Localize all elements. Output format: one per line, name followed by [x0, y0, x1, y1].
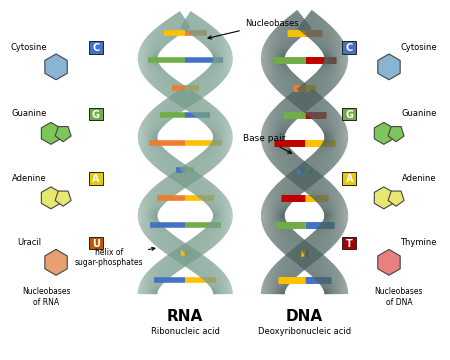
Text: helix of
sugar-phosphates: helix of sugar-phosphates — [74, 247, 155, 267]
Polygon shape — [55, 127, 71, 142]
Text: A: A — [346, 174, 353, 184]
Text: G: G — [345, 109, 353, 120]
Polygon shape — [41, 122, 60, 144]
Text: Cytosine: Cytosine — [11, 42, 48, 51]
Polygon shape — [55, 191, 71, 206]
Polygon shape — [388, 191, 404, 206]
Text: Nucleobases
of DNA: Nucleobases of DNA — [375, 287, 423, 307]
FancyBboxPatch shape — [342, 237, 356, 249]
Polygon shape — [45, 54, 67, 80]
FancyBboxPatch shape — [89, 41, 103, 54]
Text: Nucleobases
of RNA: Nucleobases of RNA — [22, 287, 70, 307]
Text: G: G — [92, 109, 100, 120]
Text: Guanine: Guanine — [401, 109, 436, 118]
FancyBboxPatch shape — [342, 41, 356, 54]
Text: Adenine: Adenine — [401, 174, 436, 183]
Text: Cytosine: Cytosine — [400, 42, 437, 51]
Text: Thymine: Thymine — [400, 238, 437, 247]
Polygon shape — [374, 187, 393, 209]
FancyBboxPatch shape — [342, 108, 356, 121]
Text: C: C — [92, 43, 99, 53]
Polygon shape — [378, 54, 400, 80]
Text: U: U — [92, 239, 100, 248]
Text: RNA: RNA — [167, 310, 203, 324]
Text: Base pair: Base pair — [243, 134, 292, 153]
FancyBboxPatch shape — [89, 108, 103, 121]
Polygon shape — [378, 249, 400, 275]
Text: Deoxyribonucleic acid: Deoxyribonucleic acid — [258, 327, 351, 336]
Text: T: T — [346, 239, 353, 248]
Text: Ribonucleic acid: Ribonucleic acid — [151, 327, 220, 336]
Polygon shape — [388, 127, 404, 142]
Text: Uracil: Uracil — [17, 238, 41, 247]
FancyBboxPatch shape — [89, 237, 103, 249]
Text: C: C — [346, 43, 353, 53]
Text: Nucleobases: Nucleobases — [208, 19, 298, 39]
Text: Guanine: Guanine — [12, 109, 47, 118]
FancyBboxPatch shape — [89, 172, 103, 185]
Polygon shape — [41, 187, 60, 209]
FancyBboxPatch shape — [342, 172, 356, 185]
Text: DNA: DNA — [286, 310, 323, 324]
Polygon shape — [374, 122, 393, 144]
Polygon shape — [45, 249, 67, 275]
Text: A: A — [92, 174, 99, 184]
Text: Adenine: Adenine — [12, 174, 46, 183]
